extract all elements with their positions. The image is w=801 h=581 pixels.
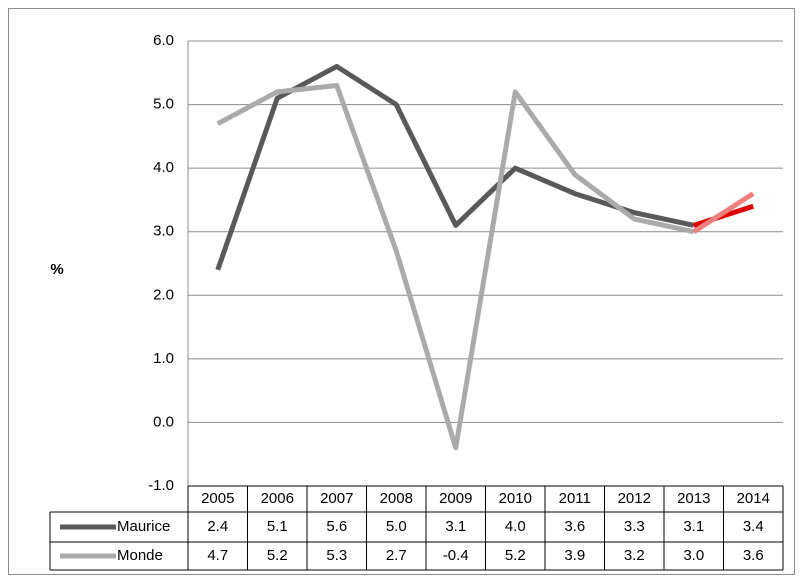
x-tick-label: 2008 — [380, 490, 413, 507]
series-line — [692, 203, 755, 228]
x-tick-label: 2011 — [559, 490, 591, 507]
table-value: 4.7 — [207, 547, 228, 564]
y-tick-label: 5.0 — [153, 96, 174, 113]
table-value: 3.4 — [743, 518, 764, 535]
chart-border — [8, 8, 795, 575]
x-tick-label: 2010 — [499, 490, 532, 507]
x-tick-label: 2005 — [201, 490, 234, 507]
table-value: 3.9 — [564, 547, 585, 564]
table-value: 4.0 — [505, 518, 526, 535]
table-value: 5.2 — [267, 547, 288, 564]
series-line — [216, 83, 695, 451]
y-tick-label: 1.0 — [153, 350, 174, 367]
x-tick-label: 2009 — [439, 490, 472, 507]
y-tick-label: 4.0 — [153, 159, 174, 176]
table-value: -0.4 — [443, 547, 469, 564]
table-value: 5.0 — [386, 518, 407, 535]
y-tick-label: 6.0 — [153, 32, 174, 49]
series-line — [692, 191, 755, 234]
y-axis-label: % — [50, 261, 63, 278]
table-value: 2.7 — [386, 547, 407, 564]
y-tick-label: 0.0 — [153, 413, 174, 430]
legend-label: Maurice — [117, 518, 170, 535]
x-tick-label: 2007 — [320, 490, 353, 507]
y-tick-label: -1.0 — [148, 477, 174, 494]
table-value: 3.6 — [743, 547, 764, 564]
y-tick-label: 3.0 — [153, 223, 174, 240]
table-value: 3.6 — [564, 518, 585, 535]
table-value: 3.0 — [683, 547, 704, 564]
table-value: 2.4 — [207, 518, 228, 535]
x-tick-label: 2012 — [618, 490, 651, 507]
table-value: 3.3 — [624, 518, 645, 535]
table-value: 5.3 — [326, 547, 347, 564]
table-value: 5.1 — [267, 518, 288, 535]
table-value: 3.2 — [624, 547, 645, 564]
table-value: 5.2 — [505, 547, 526, 564]
legend-label: Monde — [117, 547, 163, 564]
x-tick-label: 2014 — [737, 490, 770, 507]
y-tick-label: 2.0 — [153, 286, 174, 303]
table-value: 3.1 — [445, 518, 466, 535]
table-value: 5.6 — [326, 518, 347, 535]
table-value: 3.1 — [683, 518, 704, 535]
x-tick-label: 2013 — [677, 490, 710, 507]
x-tick-label: 2006 — [261, 490, 294, 507]
